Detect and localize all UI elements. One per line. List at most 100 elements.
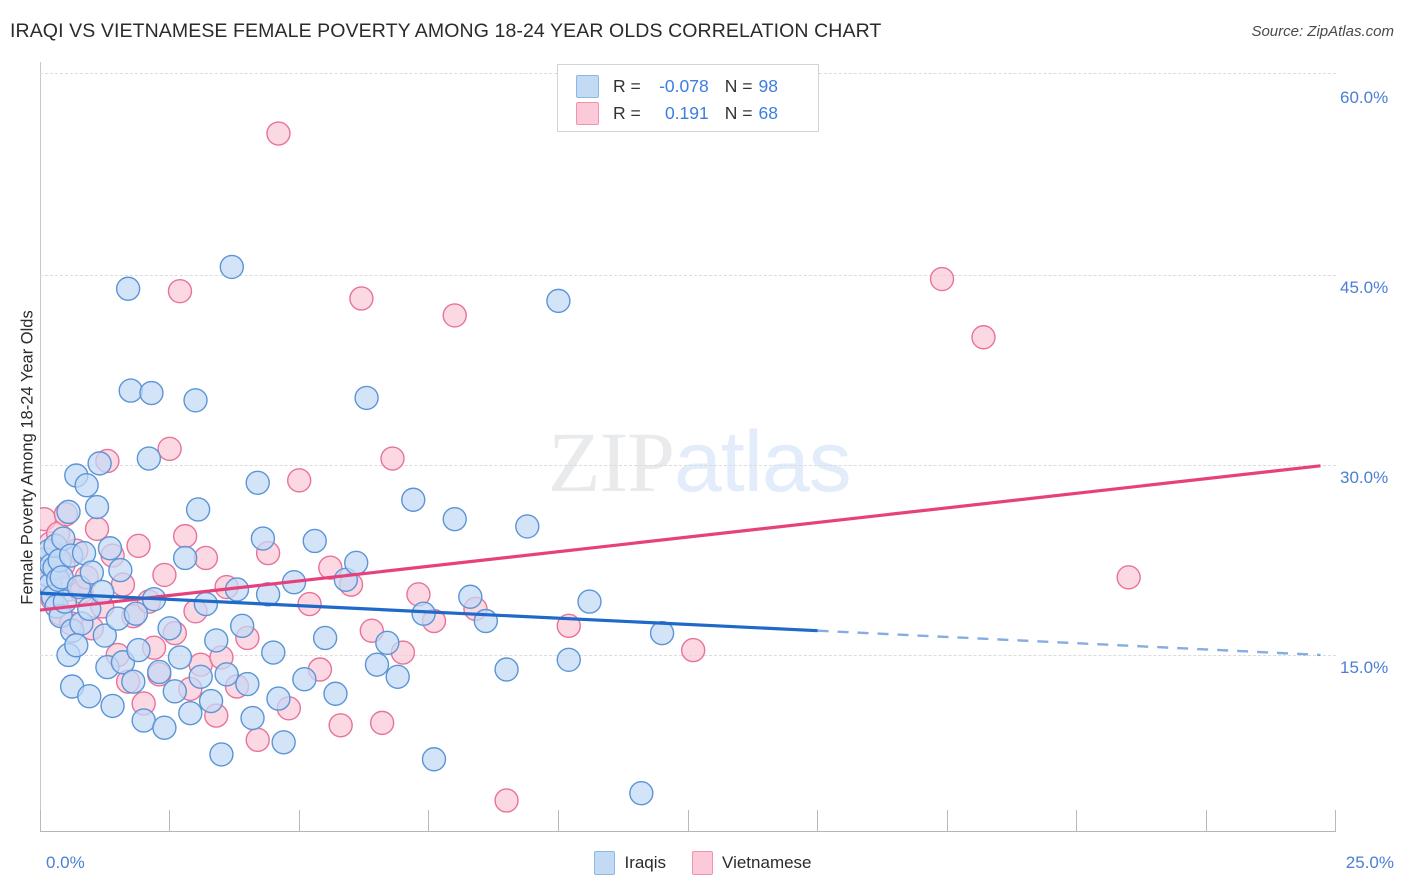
x-tick-1	[169, 810, 170, 831]
data-point	[204, 628, 229, 653]
data-point	[328, 713, 353, 738]
legend-row-vietnamese: R = 0.191 N = 68	[576, 99, 778, 127]
source-attribution: Source: ZipAtlas.com	[1251, 23, 1394, 40]
data-point	[245, 727, 270, 753]
data-point	[261, 640, 286, 665]
data-point	[380, 446, 405, 471]
data-point	[152, 562, 177, 588]
data-point	[266, 686, 291, 711]
data-point	[157, 436, 182, 462]
data-point	[131, 708, 156, 733]
legend-r-label-iraqis: R =	[613, 75, 641, 96]
legend-n-label-vietnamese: N =	[724, 102, 753, 123]
trendline-iraqis-extrapolated	[817, 629, 1321, 657]
data-point	[84, 516, 110, 542]
data-point	[178, 700, 203, 726]
data-point	[401, 487, 426, 512]
y-tick-label-30: 30.0%	[1340, 468, 1389, 487]
series-legend: Iraqis Vietnamese	[0, 851, 1406, 875]
data-point	[209, 742, 234, 767]
data-point	[354, 385, 379, 411]
data-point	[126, 637, 151, 663]
series-iraqis-points	[40, 254, 675, 806]
x-tick-3	[428, 810, 429, 831]
x-axis-min-label: 0.0%	[46, 853, 85, 872]
legend-r-value-iraqis: -0.078	[659, 75, 709, 96]
data-point	[929, 266, 955, 292]
x-tick-8	[1076, 810, 1077, 831]
y-axis-title: Female Poverty Among 18-24 Year Olds	[18, 310, 37, 605]
data-point	[250, 526, 276, 551]
legend-n-value-vietnamese: 68	[758, 102, 778, 123]
data-point	[297, 591, 322, 617]
data-point	[139, 380, 164, 406]
data-point	[100, 693, 125, 719]
data-point	[157, 616, 182, 641]
series-legend-item-vietnamese[interactable]: Vietnamese	[692, 851, 812, 875]
data-point	[172, 545, 198, 571]
legend-n-value-iraqis: 98	[758, 75, 778, 96]
data-point	[152, 715, 177, 740]
gridline-30	[40, 465, 1336, 466]
data-point	[229, 613, 255, 639]
data-point	[147, 659, 172, 685]
data-point	[458, 584, 483, 609]
data-point	[84, 494, 110, 520]
data-point	[629, 781, 654, 806]
x-tick-2	[299, 810, 300, 831]
x-tick-6	[817, 810, 818, 831]
x-tick-5	[688, 810, 689, 831]
x-tick-4	[558, 810, 559, 831]
correlation-stats-legend: R = -0.078 N = 98 R = 0.191 N = 68	[557, 64, 819, 132]
legend-row-iraqis: R = -0.078 N = 98	[576, 72, 778, 100]
series-legend-swatch-vietnamese	[692, 851, 714, 875]
legend-r-value-vietnamese: 0.191	[664, 102, 709, 123]
trendline-iraqis	[40, 591, 818, 633]
trendlines	[40, 464, 1321, 657]
data-point	[271, 730, 296, 755]
data-point	[74, 473, 99, 498]
x-tick-0	[40, 810, 41, 831]
legend-r-label-vietnamese: R =	[613, 102, 641, 123]
data-point	[266, 121, 291, 146]
data-point	[245, 470, 270, 495]
scatter-plot-svg	[40, 121, 1321, 813]
data-point	[97, 536, 123, 561]
y-tick-label-15: 15.0%	[1340, 658, 1389, 677]
page-title: IRAQI VS VIETNAMESE FEMALE POVERTY AMONG…	[10, 20, 882, 42]
data-point	[172, 523, 198, 549]
data-point	[292, 667, 317, 692]
data-point	[87, 451, 112, 476]
data-point	[240, 705, 265, 731]
data-point	[115, 276, 141, 301]
data-point	[494, 788, 519, 813]
series-legend-item-iraqis[interactable]: Iraqis	[594, 851, 666, 875]
data-point	[556, 647, 581, 673]
data-point	[1116, 565, 1141, 590]
data-point	[680, 637, 706, 663]
series-legend-swatch-iraqis	[594, 851, 616, 875]
data-point	[198, 688, 224, 714]
data-point	[123, 601, 149, 626]
data-point	[515, 514, 540, 539]
data-point	[214, 662, 239, 687]
legend-swatch-iraqis	[576, 74, 599, 98]
y-axis-line	[40, 62, 41, 832]
data-point	[185, 497, 211, 522]
data-point	[188, 664, 213, 689]
data-point	[287, 468, 312, 493]
data-point	[79, 560, 105, 585]
data-point	[349, 286, 374, 311]
data-point	[323, 681, 348, 706]
data-point	[375, 630, 400, 656]
data-point	[193, 545, 219, 571]
data-point	[442, 506, 467, 532]
data-point	[108, 557, 133, 583]
data-point	[971, 325, 996, 350]
data-point	[77, 683, 102, 709]
x-tick-10	[1335, 810, 1336, 831]
x-axis-line	[40, 831, 1336, 832]
series-legend-label-iraqis: Iraqis	[624, 853, 667, 872]
data-point	[494, 657, 519, 682]
data-point	[344, 550, 369, 575]
